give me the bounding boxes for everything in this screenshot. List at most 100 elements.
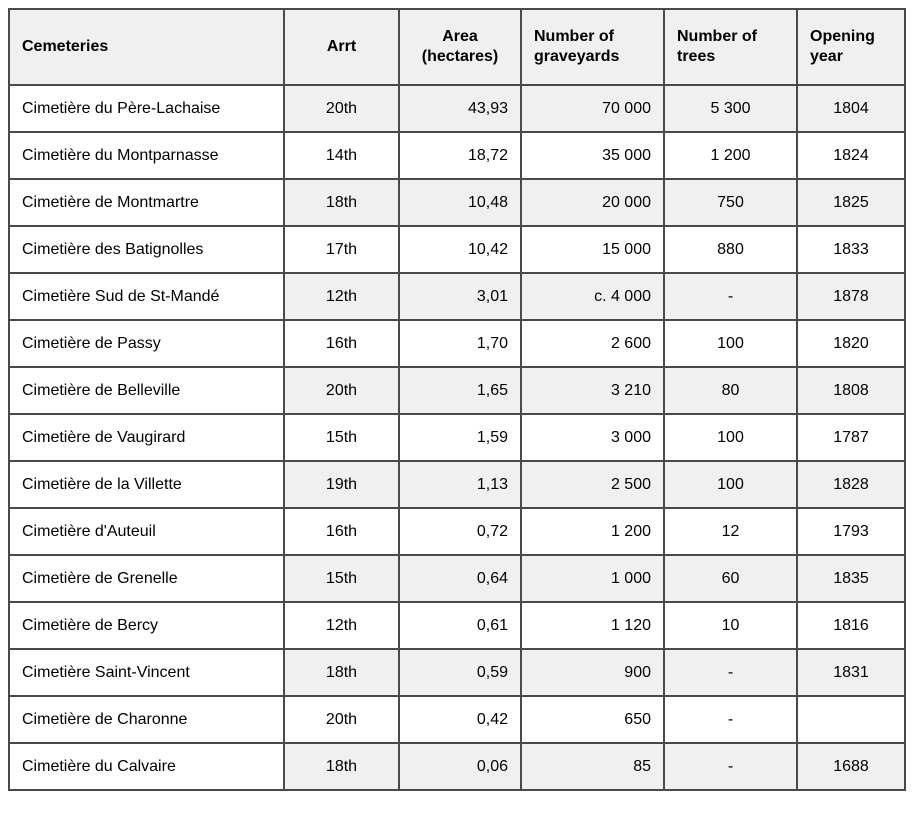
cell-area: 1,70: [398, 319, 522, 368]
cell-trees: 1 200: [663, 131, 798, 180]
cell-area: 0,06: [398, 742, 522, 791]
cell-cemetery-name: Cimetière d'Auteuil: [8, 507, 285, 556]
column-header-area: Area (hectares): [398, 8, 522, 86]
cell-arrt: 16th: [283, 319, 400, 368]
cell-cemetery-name: Cimetière de Vaugirard: [8, 413, 285, 462]
cell-arrt: 20th: [283, 366, 400, 415]
cell-graveyards: 900: [520, 648, 665, 697]
cell-graveyards: c. 4 000: [520, 272, 665, 321]
cell-opening-year: 1833: [796, 225, 906, 274]
cell-area: 0,64: [398, 554, 522, 603]
column-header-arrt: Arrt: [283, 8, 400, 86]
table-body: Cimetière du Père-Lachaise 20th 43,93 70…: [8, 84, 906, 791]
cell-arrt: 18th: [283, 178, 400, 227]
cell-cemetery-name: Cimetière de Bercy: [8, 601, 285, 650]
cell-graveyards: 1 000: [520, 554, 665, 603]
table-row: Cimetière du Calvaire 18th 0,06 85 - 168…: [8, 742, 906, 791]
cell-opening-year: 1793: [796, 507, 906, 556]
cell-area: 10,48: [398, 178, 522, 227]
cell-trees: -: [663, 272, 798, 321]
table-row: Cimetière de Vaugirard 15th 1,59 3 000 1…: [8, 413, 906, 462]
cemeteries-table: Cemeteries Arrt Area (hectares) Number o…: [8, 8, 906, 791]
cell-graveyards: 2 600: [520, 319, 665, 368]
cell-cemetery-name: Cimetière de Belleville: [8, 366, 285, 415]
cell-opening-year: [796, 695, 906, 744]
cell-trees: 100: [663, 460, 798, 509]
column-header-trees: Number of trees: [663, 8, 798, 86]
cell-area: 0,42: [398, 695, 522, 744]
cell-opening-year: 1808: [796, 366, 906, 415]
cell-arrt: 12th: [283, 601, 400, 650]
table-row: Cimetière de Grenelle 15th 0,64 1 000 60…: [8, 554, 906, 603]
cell-area: 0,61: [398, 601, 522, 650]
table-row: Cimetière Sud de St-Mandé 12th 3,01 c. 4…: [8, 272, 906, 321]
cell-area: 10,42: [398, 225, 522, 274]
table-row: Cimetière du Père-Lachaise 20th 43,93 70…: [8, 84, 906, 133]
cell-cemetery-name: Cimetière du Montparnasse: [8, 131, 285, 180]
cell-trees: -: [663, 695, 798, 744]
cell-opening-year: 1831: [796, 648, 906, 697]
cell-trees: -: [663, 648, 798, 697]
cell-cemetery-name: Cimetière de Passy: [8, 319, 285, 368]
cell-cemetery-name: Cimetière de Montmartre: [8, 178, 285, 227]
table-row: Cimetière de Belleville 20th 1,65 3 210 …: [8, 366, 906, 415]
cell-graveyards: 70 000: [520, 84, 665, 133]
cell-trees: 10: [663, 601, 798, 650]
cell-opening-year: 1804: [796, 84, 906, 133]
cell-opening-year: 1816: [796, 601, 906, 650]
cell-cemetery-name: Cimetière Sud de St-Mandé: [8, 272, 285, 321]
cell-trees: 100: [663, 319, 798, 368]
cell-cemetery-name: Cimetière de Grenelle: [8, 554, 285, 603]
cell-opening-year: 1825: [796, 178, 906, 227]
cell-graveyards: 20 000: [520, 178, 665, 227]
cell-cemetery-name: Cimetière Saint-Vincent: [8, 648, 285, 697]
cell-arrt: 15th: [283, 413, 400, 462]
cell-arrt: 15th: [283, 554, 400, 603]
cell-opening-year: 1787: [796, 413, 906, 462]
cell-graveyards: 35 000: [520, 131, 665, 180]
cell-area: 1,65: [398, 366, 522, 415]
cell-opening-year: 1828: [796, 460, 906, 509]
cell-graveyards: 3 210: [520, 366, 665, 415]
table-row: Cimetière de Montmartre 18th 10,48 20 00…: [8, 178, 906, 227]
cell-area: 0,72: [398, 507, 522, 556]
cell-graveyards: 15 000: [520, 225, 665, 274]
cell-arrt: 19th: [283, 460, 400, 509]
cell-graveyards: 1 200: [520, 507, 665, 556]
table-row: Cimetière de Charonne 20th 0,42 650 -: [8, 695, 906, 744]
cell-opening-year: 1824: [796, 131, 906, 180]
column-header-year: Opening year: [796, 8, 906, 86]
table-row: Cimetière de Passy 16th 1,70 2 600 100 1…: [8, 319, 906, 368]
cell-cemetery-name: Cimetière de la Villette: [8, 460, 285, 509]
cell-arrt: 14th: [283, 131, 400, 180]
cell-graveyards: 650: [520, 695, 665, 744]
cell-trees: -: [663, 742, 798, 791]
cell-arrt: 18th: [283, 648, 400, 697]
cell-opening-year: 1820: [796, 319, 906, 368]
cell-graveyards: 2 500: [520, 460, 665, 509]
cell-arrt: 20th: [283, 84, 400, 133]
table-row: Cimetière du Montparnasse 14th 18,72 35 …: [8, 131, 906, 180]
cell-graveyards: 3 000: [520, 413, 665, 462]
cell-opening-year: 1688: [796, 742, 906, 791]
cell-area: 1,13: [398, 460, 522, 509]
cell-trees: 880: [663, 225, 798, 274]
table-row: Cimetière des Batignolles 17th 10,42 15 …: [8, 225, 906, 274]
cell-area: 43,93: [398, 84, 522, 133]
cell-trees: 12: [663, 507, 798, 556]
cell-cemetery-name: Cimetière du Calvaire: [8, 742, 285, 791]
table-row: Cimetière de Bercy 12th 0,61 1 120 10 18…: [8, 601, 906, 650]
column-header-graveyards: Number of graveyards: [520, 8, 665, 86]
table-row: Cimetière d'Auteuil 16th 0,72 1 200 12 1…: [8, 507, 906, 556]
cell-trees: 80: [663, 366, 798, 415]
cell-area: 1,59: [398, 413, 522, 462]
cell-cemetery-name: Cimetière du Père-Lachaise: [8, 84, 285, 133]
cell-opening-year: 1835: [796, 554, 906, 603]
table-row: Cimetière de la Villette 19th 1,13 2 500…: [8, 460, 906, 509]
cell-arrt: 18th: [283, 742, 400, 791]
cell-area: 3,01: [398, 272, 522, 321]
header-row: Cemeteries Arrt Area (hectares) Number o…: [8, 8, 906, 86]
cell-arrt: 17th: [283, 225, 400, 274]
cell-arrt: 16th: [283, 507, 400, 556]
